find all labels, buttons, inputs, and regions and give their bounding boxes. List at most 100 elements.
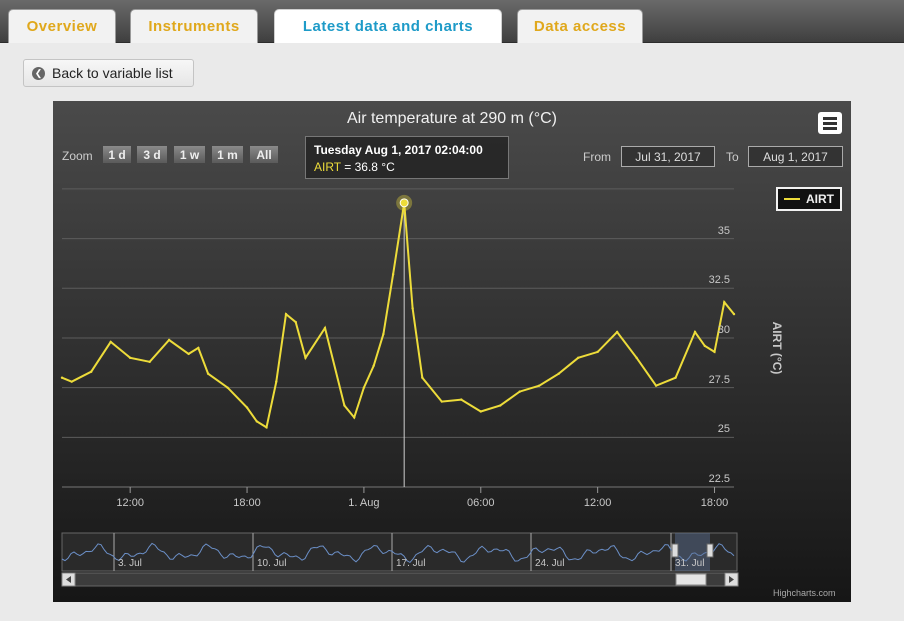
zoom-all-button[interactable]: All bbox=[250, 146, 278, 163]
chart-container: Air temperature at 290 m (°C) Zoom 1 d 3… bbox=[53, 101, 851, 602]
legend-line-icon bbox=[784, 198, 800, 200]
data-point bbox=[479, 410, 482, 413]
tab-data-access-label: Data access bbox=[533, 18, 627, 35]
x-tick-label: 18:00 bbox=[233, 497, 261, 509]
navigator-label: 3. Jul bbox=[118, 558, 142, 569]
data-point bbox=[557, 372, 560, 375]
chart-svg bbox=[60, 188, 739, 587]
data-point bbox=[352, 416, 356, 419]
data-point bbox=[343, 404, 346, 407]
scrollbar-thumb bbox=[675, 573, 707, 586]
x-tick-label: 06:00 bbox=[467, 497, 495, 509]
data-point bbox=[732, 312, 736, 316]
hover-point bbox=[399, 198, 409, 208]
tab-latest-data-and-charts[interactable]: Latest data and charts bbox=[274, 9, 502, 43]
from-date-input[interactable]: Jul 31, 2017 bbox=[621, 146, 715, 167]
legend-label: AIRT bbox=[806, 192, 834, 206]
tab-instruments[interactable]: Instruments bbox=[130, 9, 258, 43]
data-point bbox=[391, 273, 395, 276]
data-point bbox=[635, 356, 638, 360]
y-tick-label: 30 bbox=[717, 323, 730, 336]
back-button-label: Back to variable list bbox=[52, 65, 173, 81]
data-point bbox=[323, 326, 327, 330]
data-point bbox=[284, 312, 288, 316]
data-point bbox=[265, 426, 268, 429]
data-point bbox=[197, 346, 200, 350]
scrollbar-track bbox=[61, 572, 738, 587]
y-tick-label: 35 bbox=[717, 224, 730, 237]
navigator-label: 17. Jul bbox=[396, 558, 426, 569]
data-point bbox=[70, 380, 73, 383]
y-axis-title: AIRT (°C) bbox=[770, 321, 784, 375]
scroll-left-icon bbox=[66, 576, 71, 583]
tooltip-value: = 36.8 °C bbox=[344, 160, 395, 174]
scroll-right-icon bbox=[729, 576, 734, 583]
chevron-left-icon: ❮ bbox=[32, 66, 45, 80]
credits-link[interactable]: Highcharts.com bbox=[773, 588, 836, 598]
data-point bbox=[128, 356, 132, 360]
tab-latest-data-label: Latest data and charts bbox=[302, 18, 474, 35]
data-point bbox=[245, 406, 249, 409]
tooltip-series-name: AIRT bbox=[314, 160, 341, 174]
data-point bbox=[576, 356, 580, 360]
data-point bbox=[109, 340, 112, 344]
to-date-input[interactable]: Aug 1, 2017 bbox=[748, 146, 843, 167]
data-point bbox=[421, 376, 424, 379]
zoom-1w-button[interactable]: 1 w bbox=[174, 146, 205, 163]
from-label: From bbox=[583, 150, 611, 164]
data-point bbox=[615, 330, 619, 334]
data-point bbox=[723, 301, 726, 304]
data-point bbox=[713, 350, 716, 354]
y-tick-label: 27.5 bbox=[708, 373, 730, 386]
y-tick-label: 25 bbox=[717, 423, 730, 436]
data-point bbox=[275, 380, 278, 383]
data-point bbox=[460, 398, 463, 401]
tooltip-datetime: Tuesday Aug 1, 2017 02:04:00 bbox=[314, 143, 483, 157]
data-point bbox=[60, 376, 64, 379]
navigator-series-line bbox=[61, 542, 735, 564]
data-point bbox=[255, 420, 258, 423]
data-point bbox=[382, 332, 385, 336]
data-point bbox=[148, 360, 151, 364]
navigator-handle-right bbox=[706, 543, 714, 558]
legend-item-airt[interactable]: AIRT bbox=[776, 187, 842, 211]
data-point bbox=[187, 352, 190, 356]
tab-overview-label: Overview bbox=[26, 18, 98, 35]
top-tab-bar: Overview Instruments Latest data and cha… bbox=[0, 0, 904, 43]
data-point bbox=[167, 338, 171, 342]
data-point bbox=[372, 364, 375, 367]
menu-icon[interactable] bbox=[818, 112, 842, 134]
y-tick-label: 32.5 bbox=[708, 274, 730, 287]
zoom-1d-button[interactable]: 1 d bbox=[103, 146, 131, 163]
x-tick-label: 18:00 bbox=[700, 497, 729, 509]
data-point bbox=[304, 356, 307, 360]
data-point bbox=[538, 384, 541, 387]
data-point bbox=[674, 376, 677, 379]
data-point bbox=[654, 384, 658, 387]
to-label: To bbox=[726, 150, 739, 164]
tab-overview[interactable]: Overview bbox=[8, 9, 116, 43]
navigator-selection bbox=[675, 533, 710, 571]
zoom-1m-button[interactable]: 1 m bbox=[212, 146, 243, 163]
data-point bbox=[499, 404, 502, 407]
data-point bbox=[411, 306, 414, 310]
navigator-label: 10. Jul bbox=[257, 558, 287, 569]
data-point bbox=[362, 386, 366, 389]
tab-data-access[interactable]: Data access bbox=[517, 9, 643, 43]
y-tick-label: 22.5 bbox=[708, 473, 730, 485]
data-point bbox=[693, 330, 697, 334]
data-point bbox=[226, 386, 229, 389]
navigator-label: 24. Jul bbox=[535, 558, 565, 569]
chart-title: Air temperature at 290 m (°C) bbox=[346, 110, 558, 127]
zoom-3d-button[interactable]: 3 d bbox=[137, 146, 167, 163]
series-line-airt bbox=[61, 202, 735, 429]
navigator-label: 31. Jul bbox=[675, 558, 705, 569]
navigator-handle-left bbox=[671, 543, 679, 558]
data-point bbox=[703, 344, 706, 348]
zoom-label: Zoom bbox=[62, 149, 93, 163]
data-point bbox=[518, 390, 521, 393]
navigator-area bbox=[61, 532, 738, 572]
data-point bbox=[90, 370, 93, 373]
back-to-variable-list-button[interactable]: ❮ Back to variable list bbox=[23, 59, 194, 87]
x-tick-label: 12:00 bbox=[116, 497, 144, 509]
